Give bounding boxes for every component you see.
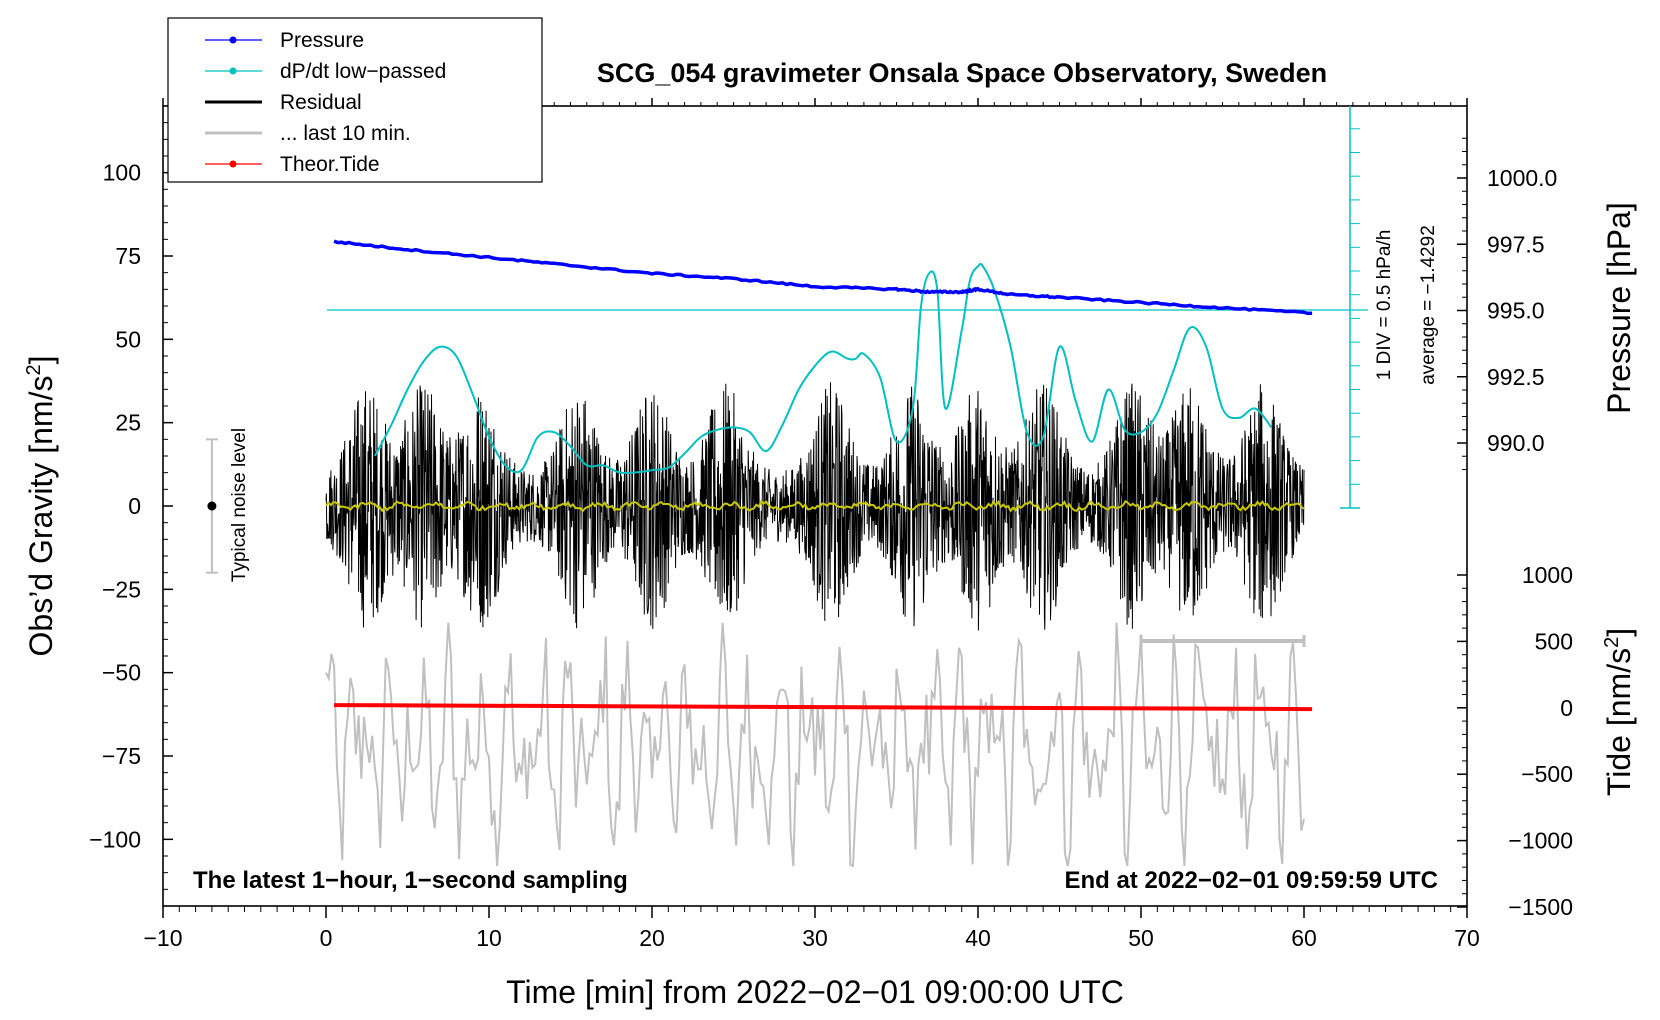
y-axis-title-tide-sup: 2 (1601, 637, 1623, 648)
pressure-tick-label: 992.5 (1487, 364, 1545, 390)
x-tick-label: −10 (143, 925, 182, 951)
x-tick-label: 30 (802, 925, 828, 951)
noise-level-indicator (205, 438, 218, 574)
legend-box (167, 17, 543, 183)
gravity-tick-label: 0 (128, 493, 141, 519)
y-axis-title-gravity-end: ] (23, 356, 59, 365)
gravity-tick-label: −50 (102, 660, 141, 686)
dpdt-scale-bar (327, 106, 1368, 509)
gravity-y-axis: 100 75 50 25 0 −25 −50 −75 −100 (89, 122, 173, 890)
residual-smoothed-line (325, 499, 1305, 513)
legend-swatch-marker (229, 67, 237, 75)
legend-swatch-marker (229, 36, 237, 44)
pressure-tick-label: 1000.0 (1487, 165, 1557, 191)
x-tick-label: 10 (476, 925, 502, 951)
gravity-tick-label: 50 (115, 326, 141, 352)
time-x-axis: −10 0 10 20 30 40 50 60 70 (143, 98, 1480, 951)
tide-tick-label: −1500 (1508, 894, 1573, 920)
noise-level-label: Typical noise level (229, 428, 250, 582)
x-tick-label: 70 (1454, 925, 1480, 951)
y-axis-title-gravity: Obs’d Gravity [nm/s2] (23, 356, 59, 657)
gravity-tick-label: 75 (115, 243, 141, 269)
legend-label: dP/dt low−passed (280, 60, 446, 83)
tide-tick-label: −500 (1521, 761, 1573, 787)
dpdt-series-line (374, 262, 1273, 475)
gravity-tick-label: −75 (102, 743, 141, 769)
gravity-tick-label: −25 (102, 576, 141, 602)
noise-level-center-dot (207, 501, 217, 511)
x-tick-label: 60 (1291, 925, 1317, 951)
gravity-tick-label: −100 (89, 826, 141, 852)
legend-swatch-marker (229, 160, 237, 168)
pressure-tick-label: 997.5 (1487, 231, 1545, 257)
chart-title: SCG_054 gravimeter Onsala Space Observat… (597, 58, 1327, 88)
residual-series-line (325, 382, 1305, 631)
legend-label: Pressure (280, 29, 364, 52)
pressure-axis: 1000.0 997.5 995.0 992.5 990.0 (1457, 137, 1557, 470)
x-tick-label: 50 (1128, 925, 1154, 951)
y-axis-title-pressure: Pressure [hPa] (1601, 202, 1637, 414)
x-tick-label: 0 (320, 925, 333, 951)
pressure-tick-label: 995.0 (1487, 298, 1545, 324)
tide-tick-label: 1000 (1522, 562, 1573, 588)
dpdt-scale-label: 1 DIV = 0.5 hPa/h (1374, 230, 1395, 381)
dpdt-average-label: average = −1.4292 (1418, 225, 1439, 385)
annotation-bottom-left: The latest 1−hour, 1−second sampling (193, 867, 628, 894)
tide-tick-label: −1000 (1508, 828, 1573, 854)
gravity-tick-label: 100 (103, 160, 141, 186)
y-axis-title-gravity-sup: 2 (23, 364, 45, 375)
tide-axis: 1000 500 0 −500 −1000 −1500 (1457, 562, 1573, 920)
legend-label: Theor.Tide (280, 153, 380, 176)
x-tick-label: 20 (639, 925, 665, 951)
tide-tick-label: 0 (1560, 695, 1573, 721)
series-layer (325, 239, 1313, 868)
legend: Pressure dP/dt low−passed Residual ... last… (167, 17, 543, 183)
legend-label: Residual (280, 91, 362, 114)
y-axis-title-tide-end: ] (1601, 628, 1637, 637)
x-tick-label: 40 (965, 925, 991, 951)
pressure-series-line (333, 239, 1313, 316)
legend-label: ... last 10 min. (280, 122, 411, 145)
gravity-tick-label: 25 (115, 410, 141, 436)
pressure-tick-label: 990.0 (1487, 430, 1545, 456)
x-axis-title: Time [min] from 2022−02−01 09:00:00 UTC (506, 974, 1124, 1010)
last10-series-line (325, 622, 1305, 868)
tide-series-line (334, 703, 1313, 712)
y-axis-title-tide: Tide [nm/s2] (1601, 628, 1637, 796)
y-axis-title-gravity-main: Obs’d Gravity [nm/s (23, 376, 59, 657)
y-axis-title-tide-main: Tide [nm/s (1601, 648, 1637, 796)
annotation-bottom-right: End at 2022−02−01 09:59:59 UTC (1064, 867, 1438, 894)
tide-tick-label: 500 (1535, 628, 1573, 654)
